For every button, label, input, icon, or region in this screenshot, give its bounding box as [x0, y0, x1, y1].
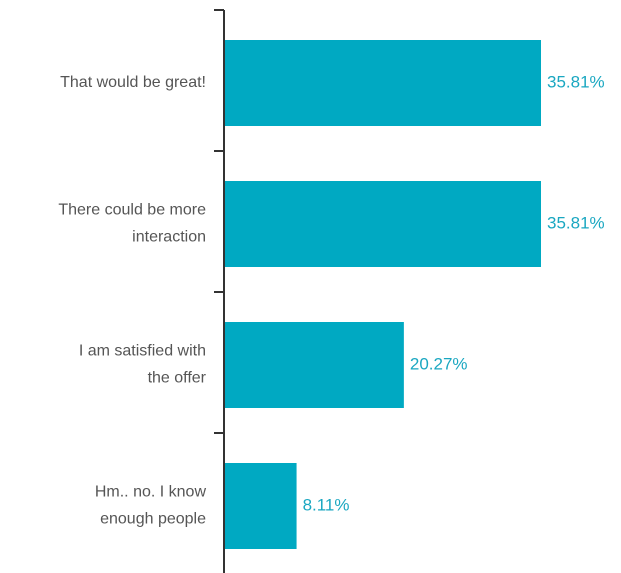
- category-label: I am satisfied with the offer: [79, 343, 207, 387]
- y-axis-ticks: [214, 9, 224, 434]
- value-label: 20.27%: [410, 354, 468, 373]
- bars: [225, 40, 541, 549]
- category-labels: That would be great! There could be more i…: [58, 74, 206, 528]
- bar: [225, 181, 541, 267]
- value-label: 35.81%: [547, 72, 605, 91]
- bar: [225, 463, 297, 549]
- value-label: 35.81%: [547, 213, 605, 232]
- category-label: That would be great!: [60, 74, 206, 91]
- value-label: 8.11%: [303, 495, 350, 514]
- value-labels: 35.81% 35.81% 20.27% 8.11%: [303, 72, 605, 514]
- bar: [225, 40, 541, 126]
- category-label: Hm.. no. I know enough people: [95, 484, 207, 528]
- bar: [225, 322, 404, 408]
- category-label: There could be more interaction: [58, 202, 206, 246]
